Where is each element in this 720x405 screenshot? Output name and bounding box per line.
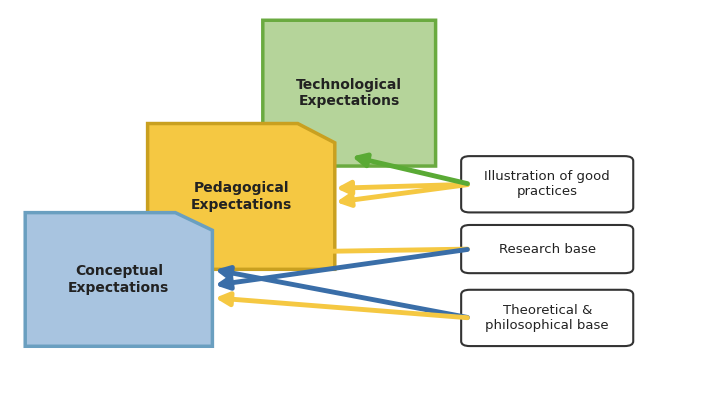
Text: Pedagogical
Expectations: Pedagogical Expectations <box>191 181 292 211</box>
Text: Illustration of good
practices: Illustration of good practices <box>485 170 610 198</box>
Polygon shape <box>148 124 335 269</box>
Text: Research base: Research base <box>499 243 595 256</box>
FancyBboxPatch shape <box>461 290 634 346</box>
Text: Conceptual
Expectations: Conceptual Expectations <box>68 264 169 294</box>
Text: Theoretical &
philosophical base: Theoretical & philosophical base <box>485 304 609 332</box>
Text: Technological
Expectations: Technological Expectations <box>296 78 402 108</box>
Polygon shape <box>263 20 436 166</box>
Polygon shape <box>25 213 212 346</box>
FancyBboxPatch shape <box>461 225 634 273</box>
FancyBboxPatch shape <box>461 156 634 212</box>
